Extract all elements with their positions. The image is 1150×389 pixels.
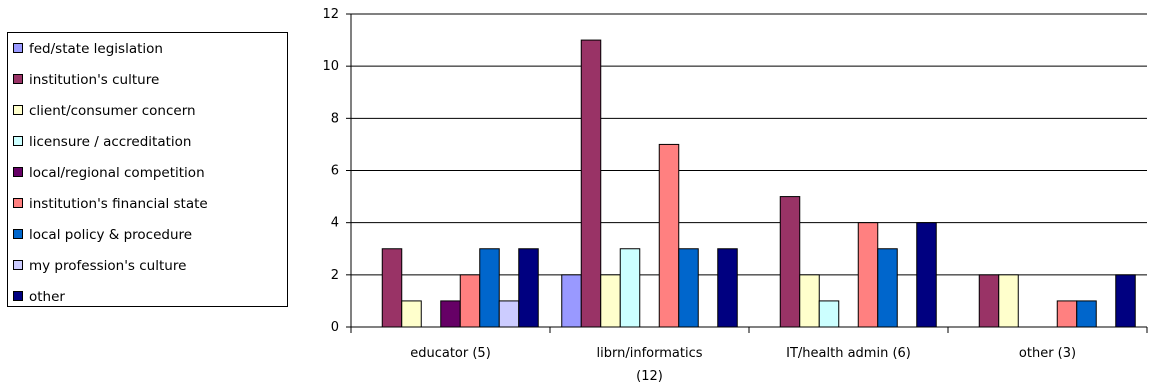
legend-label: local policy & procedure xyxy=(29,227,192,243)
legend-swatch xyxy=(13,291,23,301)
legend-label: my profession's culture xyxy=(29,258,186,274)
legend-label: local/regional competition xyxy=(29,165,205,181)
bar xyxy=(779,196,801,328)
x-tick-label: librn/informatics xyxy=(597,346,703,361)
bar xyxy=(518,248,539,328)
bar xyxy=(381,248,403,328)
bar xyxy=(658,143,680,328)
bar xyxy=(717,248,738,328)
legend-swatch xyxy=(13,260,23,270)
bar xyxy=(600,274,621,328)
bar xyxy=(561,274,582,328)
bar xyxy=(619,248,641,328)
bar xyxy=(459,274,481,328)
bar xyxy=(978,274,1000,328)
y-tick-label: 10 xyxy=(322,59,339,74)
x-tick-label: other (3) xyxy=(1019,346,1076,361)
x-tick-label-line2: (12) xyxy=(636,369,663,384)
bar xyxy=(1115,274,1136,328)
bar xyxy=(1056,300,1078,328)
legend-swatch xyxy=(13,105,23,115)
legend-swatch xyxy=(13,43,23,53)
bar xyxy=(479,248,500,328)
bar xyxy=(818,300,840,328)
legend-swatch xyxy=(13,229,23,239)
bar xyxy=(916,222,937,328)
y-tick-label: 4 xyxy=(331,216,339,231)
bar xyxy=(1076,300,1097,328)
bar xyxy=(498,300,520,328)
y-tick-label: 2 xyxy=(331,268,339,283)
bar xyxy=(857,222,879,328)
legend-swatch xyxy=(13,136,23,146)
y-tick-label: 0 xyxy=(331,320,339,335)
bar xyxy=(877,248,898,328)
legend-label: licensure / accreditation xyxy=(29,134,192,150)
legend-label: other xyxy=(29,289,65,305)
gridlines xyxy=(351,13,1147,276)
legend-swatch xyxy=(13,167,23,177)
y-tick-label: 8 xyxy=(331,111,339,126)
tick-labels: 0 2 4 6 8 10 12 educator (5) librn/informatics (1… xyxy=(322,7,1076,384)
x-tick-label: educator (5) xyxy=(410,346,491,361)
legend: fed/state legislation institution's cultu… xyxy=(7,32,288,307)
y-tick-label: 6 xyxy=(331,164,339,179)
legend-label: client/consumer concern xyxy=(29,103,196,119)
legend-swatch xyxy=(13,74,23,84)
legend-swatch xyxy=(13,198,23,208)
legend-label: institution's financial state xyxy=(29,196,208,212)
legend-box xyxy=(7,32,288,307)
bar xyxy=(799,274,820,328)
bar xyxy=(678,248,699,328)
legend-label: fed/state legislation xyxy=(29,41,163,57)
bar xyxy=(440,300,461,328)
axes xyxy=(346,13,1148,333)
bar xyxy=(401,300,422,328)
y-tick-label: 12 xyxy=(322,7,339,22)
legend-label: institution's culture xyxy=(29,72,159,88)
x-tick-label: IT/health admin (6) xyxy=(786,346,911,361)
bar xyxy=(998,274,1019,328)
bars xyxy=(381,39,1136,328)
bar xyxy=(580,39,602,328)
